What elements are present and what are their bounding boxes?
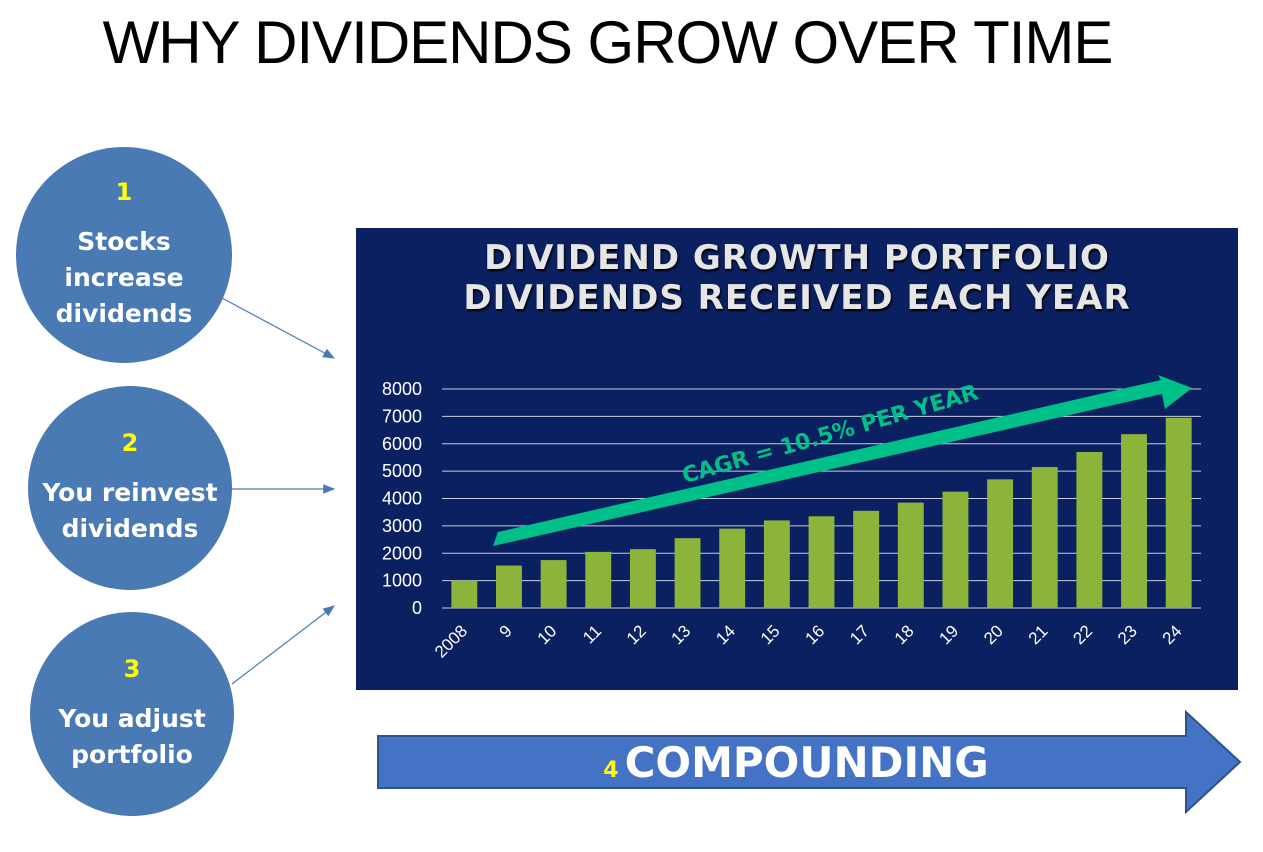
x-tick-label: 17 — [846, 621, 873, 648]
x-tick-label: 23 — [1114, 621, 1141, 648]
y-tick-label: 4000 — [382, 489, 422, 509]
x-tick-label: 10 — [534, 621, 561, 648]
y-tick-label: 5000 — [382, 461, 422, 481]
chart-panel: DIVIDEND GROWTH PORTFOLIO DIVIDENDS RECE… — [356, 228, 1238, 690]
x-tick-label: 20 — [980, 621, 1007, 648]
x-tick-label: 9 — [496, 621, 516, 641]
x-tick-label: 13 — [668, 621, 695, 648]
reason-circle-1: 1 Stocks increase dividends — [16, 147, 232, 363]
bar — [1121, 434, 1147, 608]
bar — [1076, 451, 1103, 608]
x-tick-label: 22 — [1069, 621, 1096, 648]
y-tick-label: 6000 — [382, 434, 422, 454]
bar — [1031, 467, 1058, 608]
compounding-text: COMPOUNDING — [624, 738, 989, 787]
x-tick-label: 2008 — [431, 621, 471, 661]
bar — [808, 516, 835, 608]
x-tick-label: 19 — [935, 621, 962, 648]
bar — [496, 565, 522, 608]
y-tick-label: 0 — [412, 598, 422, 618]
connector-arrow-3 — [231, 605, 335, 685]
x-tick-label: 24 — [1159, 621, 1186, 648]
bar — [585, 551, 612, 608]
chart-title: DIVIDEND GROWTH PORTFOLIO — [484, 238, 1110, 278]
bar — [1165, 417, 1192, 608]
bar — [719, 528, 746, 608]
cagr-trend-arrow — [493, 375, 1192, 546]
bar-chart: 0 1000 2000 3000 4000 5000 6000 7000 8000 2008 9 10… — [382, 375, 1201, 662]
bar — [540, 560, 567, 608]
y-tick-label: 1000 — [382, 571, 422, 591]
x-tick-label: 15 — [757, 621, 784, 648]
x-tick-label: 12 — [623, 621, 650, 648]
reason-circle-3: 3 You adjust portfolio — [30, 612, 234, 816]
bar — [853, 510, 880, 608]
y-tick-label: 7000 — [382, 406, 422, 426]
bar — [942, 491, 969, 608]
page-title: WHY DIVIDENDS GROW OVER TIME — [102, 9, 1114, 76]
bar — [763, 520, 790, 608]
compounding-arrow-shape — [377, 710, 1242, 815]
reason-number-2: 2 — [121, 429, 139, 457]
bar — [897, 502, 924, 608]
compounding-number: 4 — [603, 758, 619, 783]
connector-arrow-1 — [221, 297, 336, 359]
x-tick-label: 18 — [891, 621, 918, 648]
bar — [451, 580, 478, 608]
compounding-label: 4 COMPOUNDING — [376, 738, 1216, 787]
reason-text-2: You reinvest dividends — [42, 478, 218, 543]
bar — [987, 479, 1014, 608]
x-tick-label: 11 — [579, 621, 605, 647]
reason-circle-2: 2 You reinvest dividends — [28, 386, 232, 590]
y-tick-label: 3000 — [382, 516, 422, 536]
y-tick-label: 2000 — [382, 543, 422, 563]
reason-number-1: 1 — [115, 178, 133, 206]
reason-number-3: 3 — [123, 655, 141, 683]
bar — [629, 549, 656, 608]
y-tick-label: 8000 — [382, 379, 422, 399]
x-tick-label: 14 — [712, 621, 739, 648]
x-tick-label: 21 — [1025, 621, 1052, 648]
bar — [674, 538, 701, 608]
reason-text-3: You adjust portfolio — [58, 704, 206, 769]
x-tick-label: 16 — [802, 621, 829, 648]
chart-subtitle: DIVIDENDS RECEIVED EACH YEAR — [463, 278, 1131, 318]
reason-text-1: Stocks increase dividends — [55, 227, 193, 328]
